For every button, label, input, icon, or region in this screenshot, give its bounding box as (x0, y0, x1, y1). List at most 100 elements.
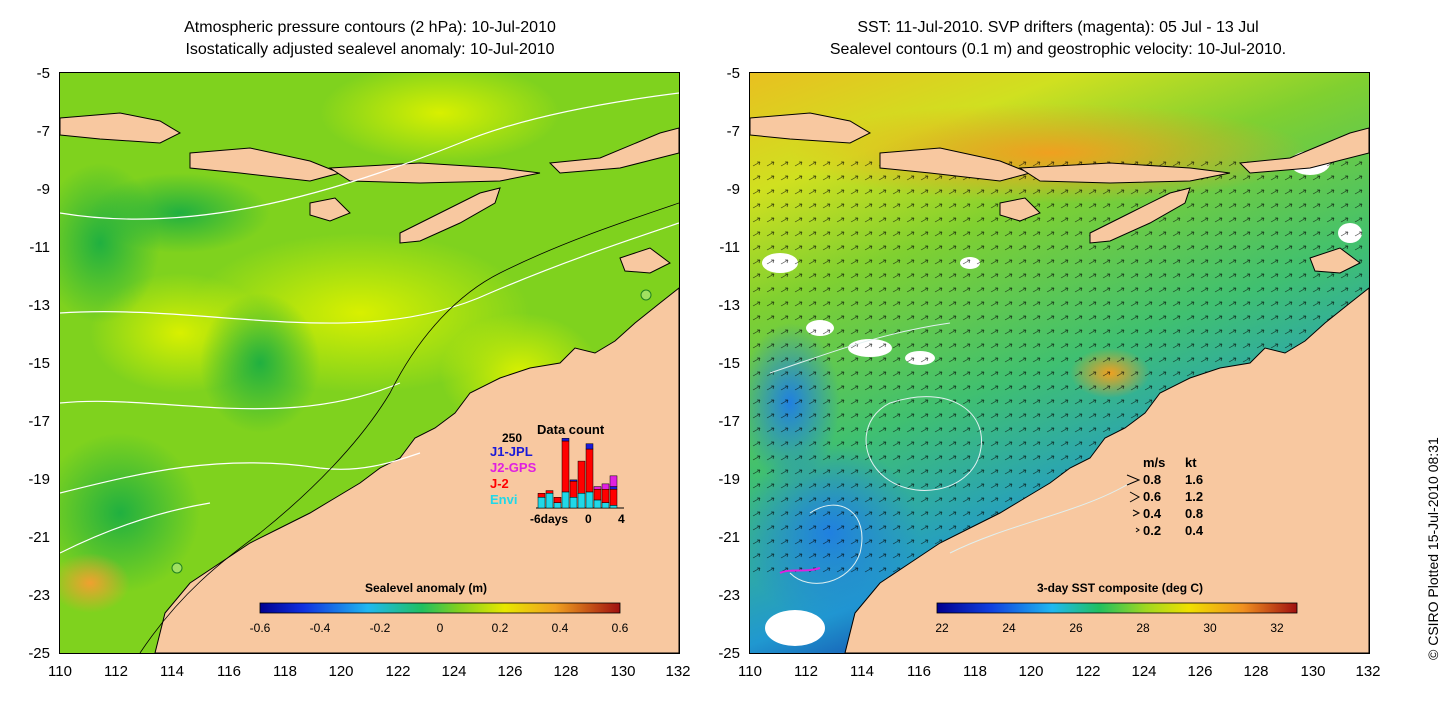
right-x-tick: 120 (1018, 663, 1044, 680)
data-count-bar-envi (577, 493, 586, 509)
velocity-legend-ms: 0.4 (1143, 506, 1162, 521)
data-count-bar-j2 (577, 460, 586, 494)
right-title-line1: SST: 11-Jul-2010. SVP drifters (magenta)… (857, 19, 1259, 36)
sla-colorbar-tick: 0.2 (491, 621, 509, 635)
left-x-tick: 110 (48, 663, 72, 680)
velocity-legend-ms: 0.8 (1143, 472, 1162, 487)
left-x-tick: 132 (665, 663, 691, 680)
right-y-tick: -25 (718, 645, 740, 662)
data-count-inset: Data count 250 J1-JPL J2-GPS J-2 Envi -6… (480, 418, 640, 528)
data-count-bar-envi (593, 499, 602, 509)
left-y-tick: -21 (28, 529, 50, 546)
data-count-bar-envi (537, 497, 546, 509)
data-count-bar-envi (585, 491, 594, 509)
data-count-bar-j2 (537, 493, 546, 498)
right-x-tick: 114 (850, 663, 874, 680)
sla-depth-contour (139, 202, 679, 653)
data-count-title: Data count (537, 422, 605, 437)
data-count-xtick: 0 (585, 512, 592, 526)
sst-colorbar-tick: 22 (935, 621, 949, 635)
data-count-bars (536, 438, 624, 509)
sla-colorbar-tick: 0 (436, 621, 444, 635)
right-x-tick: 130 (1300, 663, 1326, 680)
data-count-bar-envi (553, 502, 562, 509)
left-y-tick: -17 (28, 413, 50, 430)
velocity-legend: m/s kt 0.8 1.6 0.6 1.2 0.4 0.8 0.2 0.4 (1125, 453, 1245, 543)
left-x-tick: 128 (553, 663, 579, 680)
data-count-bar-j2 (585, 448, 594, 493)
velocity-legend-ms: 0.2 (1143, 523, 1162, 538)
right-x-tick: 124 (1131, 663, 1157, 680)
data-count-bar-j2 (545, 490, 554, 494)
sea-level-anomaly-map: Sealevel anomaly (m) -0.6 -0.4 -0.2 0 0.… (59, 72, 680, 654)
right-x-tick: 132 (1355, 663, 1381, 680)
left-y-tick: -13 (28, 297, 50, 314)
data-count-bar-gps (609, 475, 618, 487)
right-y-tick: -17 (718, 413, 740, 430)
velocity-arrow-0.6 (1129, 491, 1141, 503)
right-y-tick: -7 (726, 123, 740, 140)
data-count-xtick: 4 (618, 512, 625, 526)
left-x-tick: 118 (273, 663, 297, 680)
data-count-xtick: -6days (530, 512, 569, 526)
sst-colorbar (936, 602, 1298, 614)
velocity-arrow-0.8 (1126, 474, 1141, 486)
data-count-legend-envi: Envi (490, 492, 518, 507)
data-count-bar-gps (601, 483, 610, 490)
sla-colorbar-tick: -0.2 (369, 621, 391, 635)
velocity-legend-arrows (1126, 474, 1141, 533)
sst-colorbar-tick: 30 (1203, 621, 1217, 635)
left-y-tick: -23 (28, 587, 50, 604)
sst-colorbar-tick: 24 (1002, 621, 1016, 635)
velocity-legend-ms: 0.6 (1143, 489, 1162, 504)
data-count-bar-j1 (569, 479, 578, 482)
right-x-tick: 112 (794, 663, 818, 680)
data-count-bar-envi (545, 493, 554, 509)
sst-map: 3-day SST composite (deg C) 22 24 26 28 … (749, 72, 1370, 654)
left-x-tick: 116 (217, 663, 241, 680)
sst-colorbar-tick: 28 (1136, 621, 1150, 635)
data-count-bar-envi (609, 505, 618, 509)
sst-colorbar-tick: 32 (1270, 621, 1284, 635)
left-x-tick: 114 (160, 663, 184, 680)
sla-colorbar (259, 602, 621, 614)
left-y-tick: -7 (36, 123, 50, 140)
right-x-tick: 128 (1243, 663, 1269, 680)
data-count-bar-j2 (553, 497, 562, 503)
sla-colorbar-tick: -0.6 (249, 621, 271, 635)
left-x-tick: 120 (328, 663, 354, 680)
data-count-bar-j1 (609, 486, 618, 490)
data-count-bar-envi (601, 502, 610, 509)
left-x-tick: 126 (497, 663, 523, 680)
right-x-tick: 118 (963, 663, 987, 680)
data-count-bar-envi (569, 497, 578, 509)
right-x-tick: 122 (1075, 663, 1101, 680)
data-count-bar-envi (561, 491, 570, 509)
left-y-tick: -11 (29, 239, 50, 256)
right-y-tick: -5 (726, 65, 740, 82)
sea-level-anomaly-map-canvas (60, 73, 679, 653)
data-count-bar-j1 (561, 438, 570, 442)
right-y-tick: -23 (718, 587, 740, 604)
data-count-bar-j2 (569, 480, 578, 498)
right-y-tick: -21 (718, 529, 740, 546)
data-count-legend-j2: J-2 (490, 476, 509, 491)
right-y-tick: -13 (718, 297, 740, 314)
left-y-tick: -5 (36, 65, 50, 82)
tide-gauge-marker (171, 562, 183, 574)
sla-colorbar-tick: 0.4 (551, 621, 569, 635)
data-count-bar-j2 (601, 488, 610, 503)
left-x-tick: 122 (385, 663, 411, 680)
velocity-legend-header-ms: m/s (1143, 455, 1166, 470)
right-y-tick: -11 (719, 239, 740, 256)
sst-map-canvas (750, 73, 1369, 653)
left-x-tick: 124 (441, 663, 467, 680)
left-title-line1: Atmospheric pressure contours (2 hPa): 1… (184, 19, 556, 36)
left-y-tick: -15 (28, 355, 50, 372)
data-count-bar-j2 (609, 488, 618, 506)
sla-australia-land (154, 287, 679, 653)
pressure-contours (60, 92, 679, 554)
right-y-tick: -19 (718, 471, 740, 488)
right-y-tick: -9 (726, 181, 740, 198)
velocity-arrow-0.2 (1135, 527, 1140, 533)
